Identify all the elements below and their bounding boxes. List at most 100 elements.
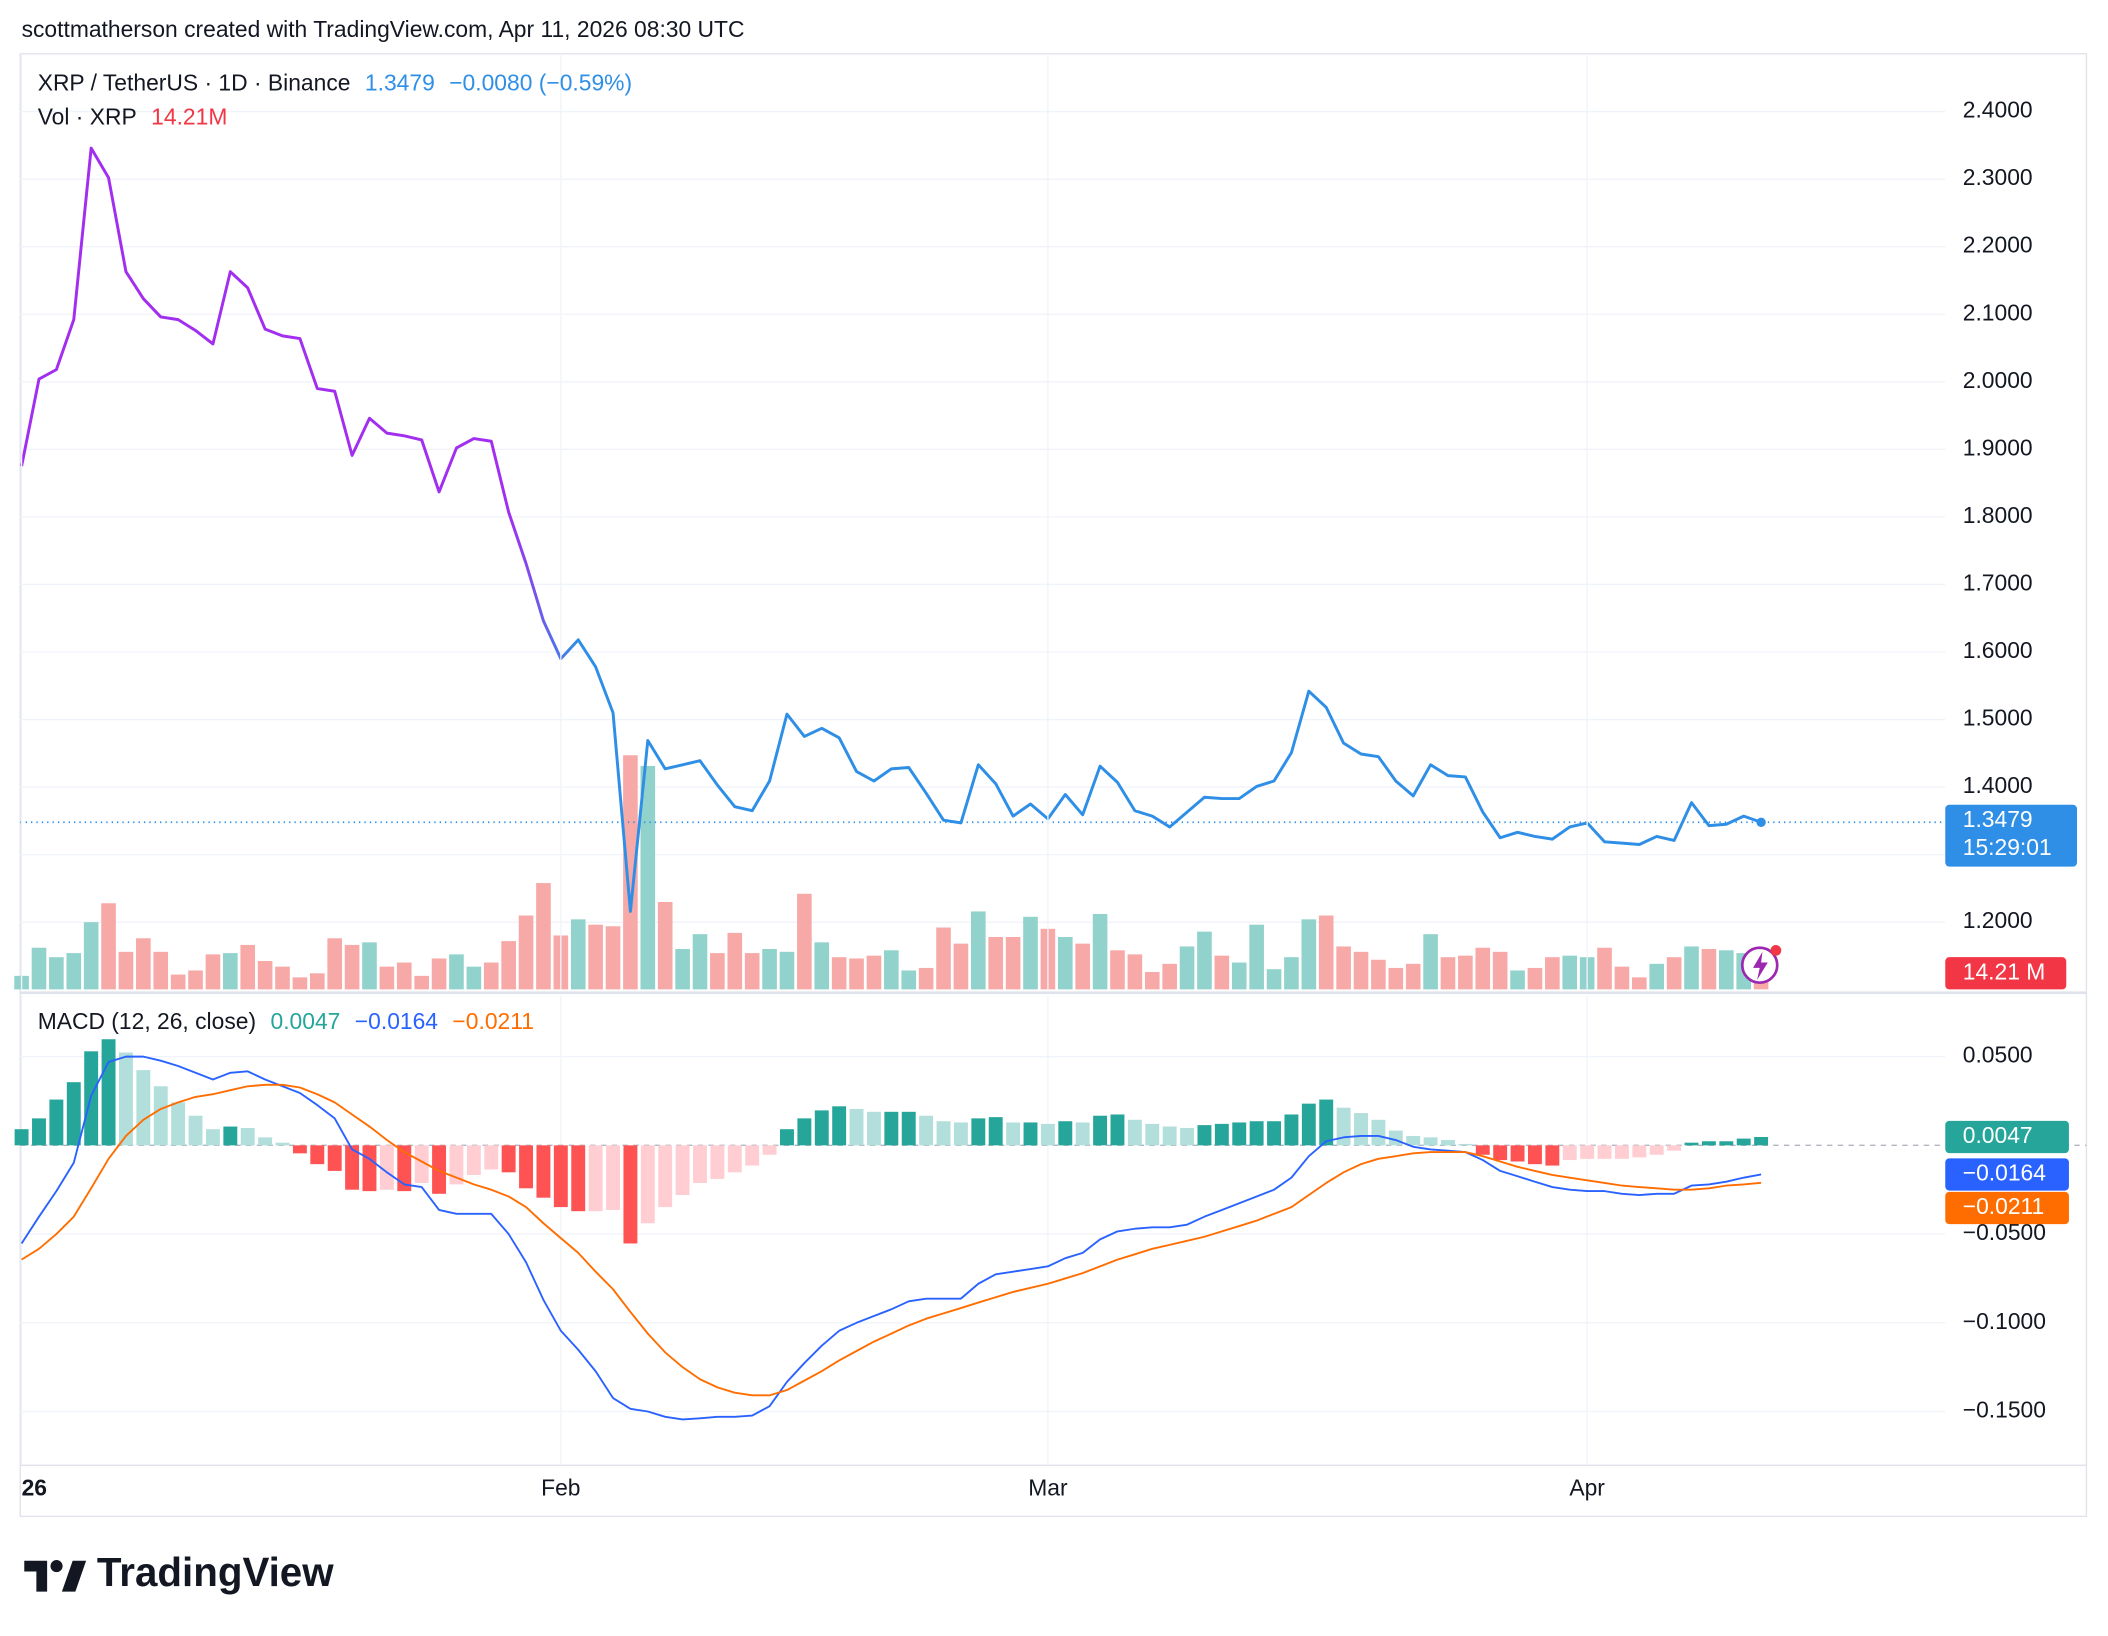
histogram-bar: [188, 1115, 203, 1146]
histogram-bar: [553, 1145, 568, 1208]
frame: [19, 53, 2088, 1518]
histogram-bar: [1701, 1141, 1716, 1146]
y-tick-label: 2.3000: [1963, 164, 2033, 190]
last-price-dot: [1756, 817, 1766, 827]
brand-logo: TradingView: [24, 1549, 334, 1595]
histogram-bar: [466, 1145, 481, 1175]
volume-bar: [327, 938, 343, 990]
histogram-bar: [345, 1145, 360, 1190]
histogram-bar: [240, 1127, 255, 1146]
volume-bar: [1666, 957, 1682, 990]
histogram-bar: [1406, 1135, 1421, 1146]
alert-dot[interactable]: [1770, 945, 1782, 956]
histogram-bar: [1197, 1125, 1212, 1146]
histogram-bar: [832, 1106, 847, 1146]
legend-volume: Vol · XRP: [38, 103, 137, 129]
y-tick-label: 1.6000: [1963, 637, 2033, 663]
volume-bar: [188, 970, 203, 990]
volume-bar: [1301, 919, 1317, 990]
macd-badge-text: 0.0047: [1963, 1122, 2033, 1148]
histogram-bar: [1162, 1126, 1177, 1146]
y-tick-label: −0.1000: [1963, 1308, 2046, 1334]
volume-bar: [1632, 977, 1647, 990]
histogram-bar: [49, 1099, 64, 1146]
histogram-bar: [1528, 1145, 1542, 1165]
macd-badge-text: −0.0164: [1963, 1159, 2047, 1185]
histogram-bar: [258, 1137, 273, 1146]
histogram-bar: [1127, 1119, 1142, 1146]
histogram-bar: [1284, 1114, 1299, 1146]
macd-badge-text: −0.0211: [1963, 1193, 2045, 1219]
volume-bar: [396, 962, 412, 990]
histogram-bar: [1423, 1137, 1438, 1146]
volume-bar: [101, 903, 116, 990]
series-line: [21, 1083, 1762, 1397]
volume-bar: [466, 966, 482, 990]
plot-area: 2.4000 2.3000 2.2000 2.1000 2.0000 1.9000 1.80…: [14, 53, 2087, 1501]
alert-icon[interactable]: [1740, 945, 1782, 985]
volume-bar: [953, 943, 969, 990]
histogram-bar: [710, 1145, 725, 1179]
volume-bar: [449, 954, 464, 990]
legend-macd: −0.0164: [355, 1008, 439, 1034]
histogram-bar: [1232, 1122, 1247, 1146]
volume-bar: [866, 955, 882, 990]
volume-bar: [1597, 947, 1612, 990]
histogram-bar: [1249, 1121, 1264, 1146]
legend-change: −0.0080 (−0.59%): [449, 70, 632, 96]
histogram-bar: [1371, 1119, 1386, 1146]
volume-bar: [1510, 970, 1525, 990]
volume-bar: [1214, 955, 1230, 990]
histogram-bar: [1006, 1122, 1021, 1146]
histogram-bar: [1754, 1137, 1769, 1146]
histogram-bar: [1649, 1145, 1664, 1155]
y-tick-label: 2.2000: [1963, 232, 2033, 258]
histogram-bar: [849, 1108, 864, 1146]
volume-bar: [536, 883, 551, 990]
volume-bar: [205, 954, 221, 990]
volume-bar: [657, 901, 673, 990]
volume-bar: [1023, 916, 1038, 990]
histogram-bar: [1545, 1145, 1560, 1166]
histogram-bar: [884, 1111, 899, 1146]
volume-bar: [1005, 936, 1021, 990]
brand-name: TradingView: [97, 1549, 334, 1595]
histogram-bar: [379, 1145, 394, 1190]
histogram-bar: [1684, 1142, 1699, 1146]
histogram-bar: [588, 1145, 603, 1212]
volume-bar: [170, 974, 186, 990]
volume-bar: [918, 967, 934, 990]
histogram-bar: [640, 1145, 655, 1224]
volume-bar: [1162, 963, 1177, 990]
histogram-bar: [14, 1129, 29, 1146]
volume-bar: [588, 924, 603, 990]
volume-bar: [675, 949, 690, 990]
volume-bar: [797, 893, 812, 990]
histogram-bar: [693, 1145, 707, 1183]
histogram-bar: [919, 1115, 934, 1146]
volume-bar: [362, 942, 377, 990]
legend-histogram: 0.0047: [271, 1008, 341, 1034]
macd-title: MACD (12, 26, close): [38, 1008, 256, 1034]
volume-bar: [1562, 955, 1578, 990]
volume-bar: [1092, 913, 1108, 990]
volume-bar: [1353, 951, 1369, 990]
histogram-bar: [814, 1110, 829, 1146]
volume-bar: [414, 975, 429, 990]
volume-bar: [379, 966, 395, 990]
series-line: [20, 1055, 1762, 1421]
volume-bar: [1527, 967, 1543, 990]
volume-badge-text: 14.21 M: [1963, 958, 2046, 984]
alert-bolt[interactable]: [1753, 951, 1768, 980]
volume-bar: [901, 970, 917, 990]
volume-bar: [501, 941, 516, 990]
histogram-bar: [1040, 1123, 1055, 1146]
volume-bar: [744, 953, 760, 990]
volume-bar: [118, 951, 134, 990]
histogram-bar: [501, 1145, 516, 1173]
volume-bar: [710, 953, 725, 990]
volume-bar: [1249, 924, 1264, 990]
logo-dot: [50, 1560, 63, 1573]
volume-bar: [1423, 934, 1438, 990]
